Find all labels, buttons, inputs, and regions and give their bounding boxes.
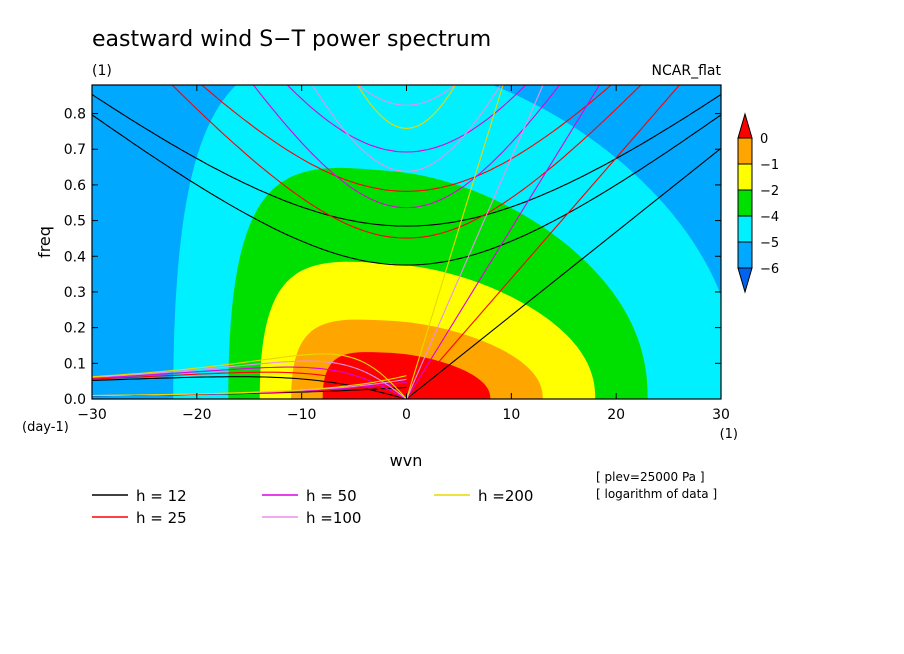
colorbar-box-4 xyxy=(737,241,753,269)
mrg-curve-4 xyxy=(92,375,407,397)
x-tick-label-4: 10 xyxy=(502,407,520,423)
x-tick-label-3: 0 xyxy=(402,407,411,423)
x-tick-label-1: −20 xyxy=(182,407,212,423)
chart-title: eastward wind S−T power spectrum xyxy=(92,27,491,52)
y-tick-label-5: 0.5 xyxy=(64,214,86,230)
y-tick-label-1: 0.1 xyxy=(64,356,86,372)
legend-label-0: h = 12 xyxy=(136,487,187,505)
colorbar-label-1: −1 xyxy=(760,158,779,173)
rossby-curve-3 xyxy=(92,360,407,399)
kelvin-curve-3 xyxy=(405,85,544,399)
rossby-curve-4 xyxy=(92,353,407,399)
colorbar-box-1 xyxy=(737,163,753,191)
legend: h = 12 h = 25 h = 50 h =100 h =200 xyxy=(92,487,533,527)
legend-label-2: h = 50 xyxy=(306,487,357,505)
y-tick-label-4: 0.4 xyxy=(64,249,86,265)
ig1-curve-2 xyxy=(252,85,561,209)
ig1-curve-3 xyxy=(311,85,502,172)
ig2-curve-1 xyxy=(201,85,612,192)
colorbar-label-2: −2 xyxy=(760,184,779,199)
units-label: (1) xyxy=(92,63,112,79)
y-unit-label: (day-1) xyxy=(22,420,69,435)
legend-label-3: h =100 xyxy=(306,509,361,527)
y-tick-label-8: 0.8 xyxy=(64,107,86,123)
colorbar-label-0: 0 xyxy=(760,132,768,147)
colorbar-box-2 xyxy=(737,189,753,217)
colorbar-label-5: −6 xyxy=(760,262,779,277)
legend-label-4: h =200 xyxy=(478,487,533,505)
colorbar: 0 −1 −2 −4 −5 −6 xyxy=(737,112,779,294)
ig1-curve-1 xyxy=(171,85,642,239)
x-unit-label: (1) xyxy=(720,427,738,442)
colorbar-box-3 xyxy=(737,215,753,243)
colorbar-box-0 xyxy=(737,137,753,165)
rossby-curve-1 xyxy=(92,371,407,399)
colorbar-top-triangle xyxy=(737,112,753,139)
y-tick-label-7: 0.7 xyxy=(64,142,86,158)
colorbar-label-3: −4 xyxy=(760,210,779,225)
kelvin-curve-1 xyxy=(406,85,681,399)
kelvin-curve-0 xyxy=(406,147,721,399)
y-tick-label-6: 0.6 xyxy=(64,178,86,194)
model-label: NCAR_flat xyxy=(652,63,722,79)
plot-area xyxy=(92,85,721,399)
y-tick-label-0: 0.0 xyxy=(64,392,86,408)
annotation-plev: [ plev=25000 Pa ] xyxy=(596,470,705,484)
colorbar-label-4: −5 xyxy=(760,236,779,251)
ig1-curve-4 xyxy=(356,85,457,129)
rossby-curve-2 xyxy=(92,366,407,399)
colorbar-bottom-triangle xyxy=(737,267,753,294)
y-tick-label-2: 0.2 xyxy=(64,321,86,337)
axes: −30 −20 −10 0 10 20 30 0.0 0.1 0.2 0.3 0.4 0.5 0.6 0.7… xyxy=(64,85,730,423)
x-tick-label-5: 20 xyxy=(607,407,625,423)
x-tick-label-0: −30 xyxy=(77,407,107,423)
legend-label-1: h = 25 xyxy=(136,509,187,527)
x-tick-label-2: −10 xyxy=(287,407,317,423)
ig1-curve-0 xyxy=(92,114,721,266)
kelvin-curve-4 xyxy=(405,85,504,399)
x-tick-label-6: 30 xyxy=(712,407,730,423)
y-axis-label: freq xyxy=(35,226,54,258)
kelvin-curve-2 xyxy=(406,85,601,399)
x-axis-label: wvn xyxy=(390,451,423,470)
ig2-curve-3 xyxy=(357,85,456,106)
y-tick-label-3: 0.3 xyxy=(64,285,86,301)
ig2-curve-2 xyxy=(286,85,527,153)
annotation-log: [ logarithm of data ] xyxy=(596,487,717,501)
